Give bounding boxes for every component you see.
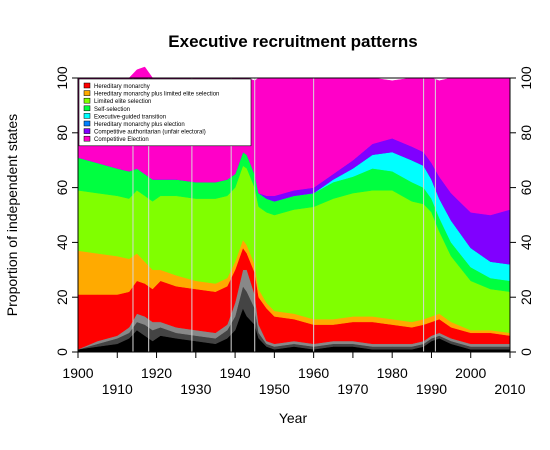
legend-swatch <box>83 113 91 119</box>
x-tick-label: 1910 <box>102 381 133 397</box>
y-tick-label-right: 0 <box>518 348 534 356</box>
y-tick-label-left: 60 <box>54 180 70 196</box>
legend-swatch <box>83 128 91 134</box>
y-tick-label-right: 80 <box>518 125 534 141</box>
legend-label: Self-selection <box>94 107 130 113</box>
legend-swatch <box>83 105 91 112</box>
x-axis-label: Year <box>279 410 308 426</box>
legend-label: Hereditary monarchy plus election <box>94 122 185 128</box>
legend-label: Limited elite selection <box>94 99 151 105</box>
y-tick-label-right: 20 <box>518 289 534 305</box>
x-tick-label: 1960 <box>298 365 329 381</box>
x-tick-label: 1970 <box>337 381 368 397</box>
legend-swatch <box>83 97 91 104</box>
axes: 0 0 20 20 40 40 60 60 80 80 100 100 1900 1920 1940 1960… <box>54 66 534 397</box>
legend-box <box>78 78 252 147</box>
x-tick-label: 1990 <box>416 381 447 397</box>
y-tick-label-left: 0 <box>54 348 70 356</box>
x-tick-label: 1940 <box>220 365 251 381</box>
x-tick-label: 1980 <box>377 365 408 381</box>
y-tick-label-right: 40 <box>518 234 534 250</box>
y-axis-label: Proportion of independent states <box>4 114 20 316</box>
legend-swatch <box>83 82 91 89</box>
y-tick-label-left: 20 <box>54 289 70 305</box>
y-tick-label-right: 100 <box>518 66 534 90</box>
y-tick-label-left: 100 <box>54 66 70 90</box>
x-tick-label: 1920 <box>141 365 172 381</box>
legend: Hereditary monarchy Hereditary monarchy p… <box>78 78 252 147</box>
x-tick-label: 2010 <box>494 381 525 397</box>
x-tick-label: 1950 <box>259 381 290 397</box>
legend-swatch <box>83 90 91 96</box>
x-tick-label: 2000 <box>455 365 486 381</box>
x-tick-label: 1900 <box>62 365 93 381</box>
legend-label: Competitive authoritarian (unfair electo… <box>94 130 206 136</box>
legend-label: Executive-guided transition <box>94 114 166 120</box>
y-tick-label-right: 60 <box>518 180 534 196</box>
legend-label: Hereditary monarchy plus limited elite s… <box>94 92 219 98</box>
legend-label: Competitive Election <box>94 137 149 143</box>
reference-lines <box>132 78 436 352</box>
legend-swatch <box>83 120 91 127</box>
plot-frame <box>77 77 511 353</box>
legend-swatch <box>83 135 91 142</box>
x-tick-label: 1930 <box>180 381 211 397</box>
y-tick-label-left: 40 <box>54 234 70 250</box>
y-tick-label-left: 80 <box>54 125 70 141</box>
legend-label: Hereditary monarchy <box>94 84 150 90</box>
chart-title: Executive recruitment patterns <box>168 32 417 51</box>
